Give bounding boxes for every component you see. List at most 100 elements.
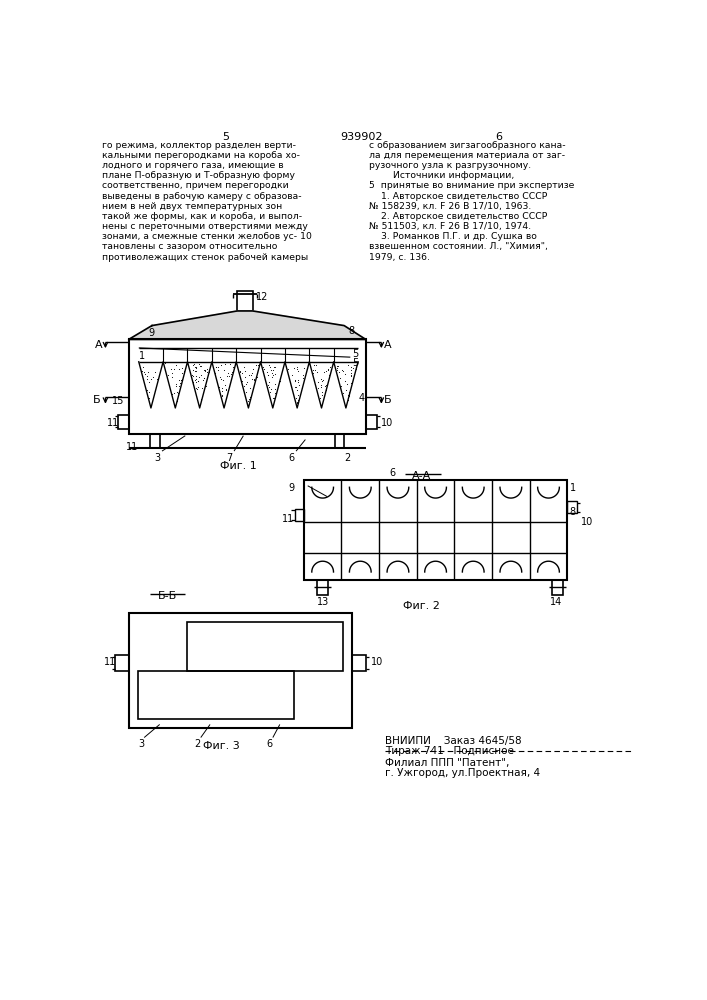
Text: 1979, с. 136.: 1979, с. 136. [369, 253, 430, 262]
Point [162, 367, 173, 383]
Point [337, 385, 349, 401]
Point [216, 380, 228, 396]
Point [195, 367, 206, 383]
Text: 2: 2 [344, 453, 351, 463]
Text: Филиал ППП "Патент",: Филиал ППП "Патент", [385, 758, 510, 768]
Text: 11: 11 [282, 514, 294, 524]
Point [331, 360, 342, 376]
Point [266, 381, 277, 397]
Text: 5: 5 [352, 349, 358, 359]
Point [344, 385, 355, 401]
Point [239, 369, 250, 385]
Text: 15: 15 [112, 396, 124, 406]
Point [263, 367, 274, 383]
Text: 2: 2 [194, 739, 201, 749]
Point [298, 370, 309, 386]
Text: 6: 6 [496, 132, 503, 142]
Text: 10: 10 [381, 418, 394, 428]
Point [293, 387, 304, 403]
Point [265, 362, 276, 378]
Point [342, 392, 354, 408]
Point [144, 374, 155, 390]
Point [320, 377, 332, 393]
Point [213, 359, 224, 375]
Point [332, 358, 343, 374]
Point [190, 368, 201, 384]
Text: 3. Романков П.Г. и др. Сушка во: 3. Романков П.Г. и др. Сушка во [369, 232, 537, 241]
Text: выведены в рабочую камеру с образова-: выведены в рабочую камеру с образова- [103, 192, 302, 201]
Point [350, 361, 361, 377]
Text: нены с переточными отверстиями между: нены с переточными отверстиями между [103, 222, 308, 231]
Point [173, 378, 185, 394]
Point [341, 382, 352, 398]
Point [210, 359, 221, 375]
Point [173, 385, 184, 401]
Point [317, 372, 329, 388]
Text: А: А [95, 340, 103, 350]
Point [268, 359, 279, 375]
Point [267, 365, 278, 381]
Point [293, 377, 305, 393]
Point [198, 370, 209, 386]
Point [237, 373, 248, 389]
Point [172, 384, 183, 400]
Point [138, 359, 149, 375]
Point [267, 369, 278, 385]
Bar [151, 434, 160, 448]
Point [312, 380, 324, 396]
Point [292, 361, 303, 377]
Point [316, 371, 327, 387]
Point [187, 362, 198, 378]
Bar [129, 613, 352, 728]
Point [219, 356, 230, 372]
Point [248, 372, 259, 388]
Point [320, 363, 331, 379]
Text: 5: 5 [352, 358, 358, 368]
Point [189, 363, 201, 379]
Point [221, 368, 233, 384]
Point [345, 365, 356, 381]
Point [323, 367, 334, 383]
Point [187, 367, 198, 383]
Text: соответственно, причем перегородки: соответственно, причем перегородки [103, 181, 289, 190]
Point [274, 373, 285, 389]
Text: рузочного узла к разгрузочному.: рузочного узла к разгрузочному. [369, 161, 531, 170]
Point [196, 358, 207, 374]
Point [315, 377, 327, 393]
Point [168, 385, 180, 401]
Text: го режима, коллектор разделен верти-: го режима, коллектор разделен верти- [103, 141, 296, 150]
Point [173, 361, 185, 377]
Point [237, 365, 248, 381]
Text: 10: 10 [370, 657, 382, 667]
Text: 9: 9 [288, 483, 294, 493]
Point [346, 368, 357, 384]
Bar [317, 580, 328, 595]
Point [168, 361, 180, 377]
Bar [335, 434, 344, 448]
Point [243, 391, 255, 407]
Point [293, 363, 304, 379]
Point [291, 359, 303, 375]
Point [226, 366, 237, 382]
Point [263, 357, 274, 373]
Point [190, 359, 201, 375]
Point [216, 383, 228, 399]
Point [193, 356, 204, 372]
Point [322, 362, 334, 378]
Point [136, 363, 148, 379]
Point [288, 360, 300, 376]
Text: ла для перемещения материала от заг-: ла для перемещения материала от заг- [369, 151, 565, 160]
Point [199, 362, 210, 378]
Point [312, 374, 323, 390]
Point [289, 373, 300, 389]
Bar [118, 415, 129, 429]
Point [139, 366, 151, 382]
Point [291, 390, 302, 406]
Point [193, 369, 204, 385]
Point [141, 382, 153, 398]
Point [318, 364, 329, 380]
Point [301, 360, 312, 376]
Point [165, 361, 176, 377]
Point [267, 390, 279, 406]
Point [219, 394, 230, 410]
